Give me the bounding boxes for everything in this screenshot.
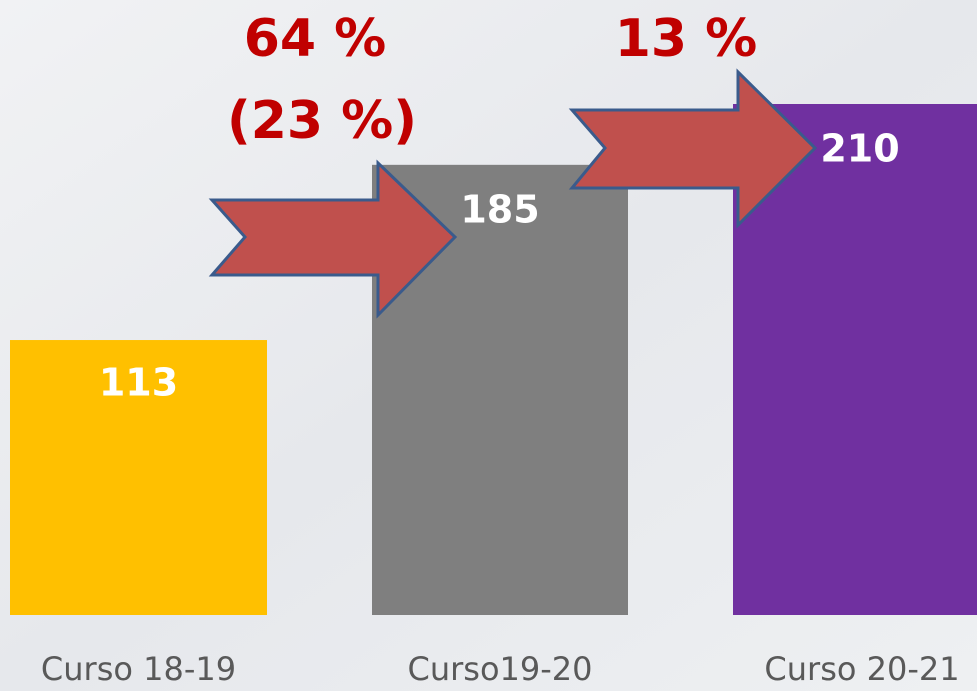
value-label: 185	[460, 187, 539, 231]
x-tick-label: Curso19-20	[407, 650, 592, 688]
arrow	[568, 68, 818, 229]
arrow	[208, 159, 458, 319]
annotation: (23 %)	[227, 91, 417, 151]
annotation: 13 %	[615, 9, 758, 69]
bar	[10, 340, 267, 615]
annotation: 64 %	[244, 9, 387, 69]
value-label: 113	[99, 361, 178, 405]
x-tick-label: Curso 18-19	[41, 650, 236, 688]
value-label: 210	[820, 127, 899, 171]
x-tick-label: Curso 20-21	[764, 650, 959, 688]
